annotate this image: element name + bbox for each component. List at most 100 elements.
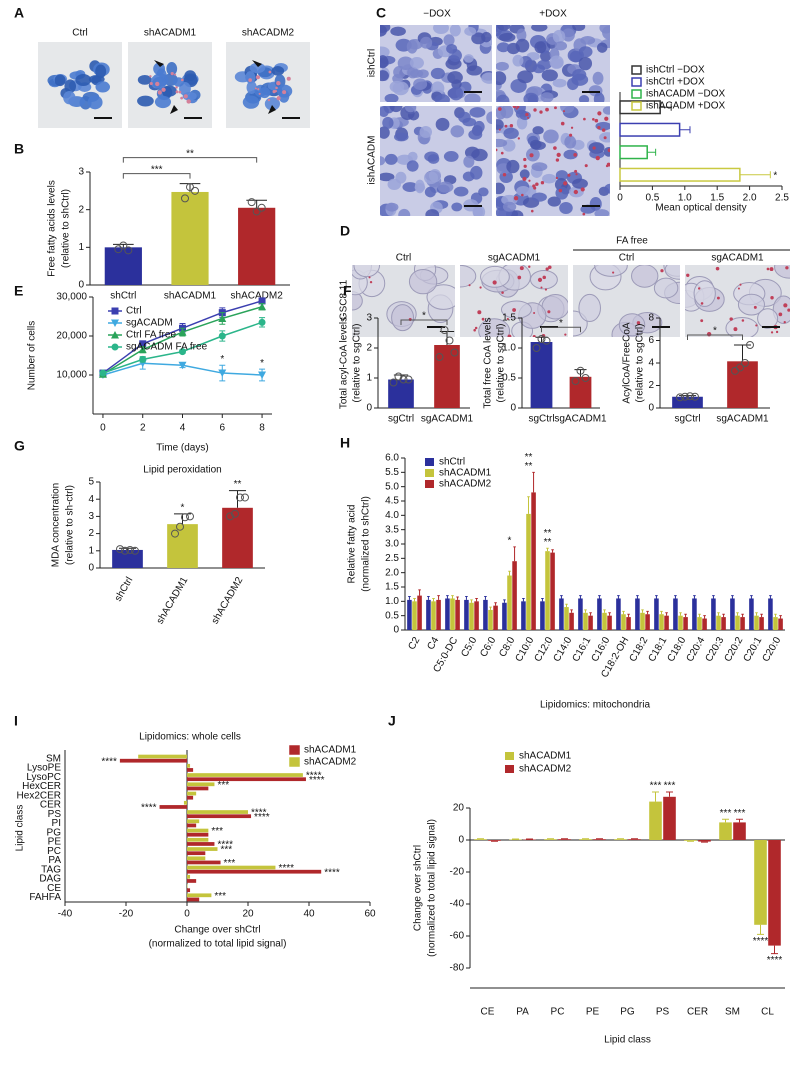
bar (628, 839, 641, 840)
error-bar (532, 471, 535, 493)
cell (385, 202, 399, 212)
cell (550, 58, 564, 69)
cell (242, 95, 260, 109)
legend-label: ishACADM +DOX (646, 101, 726, 112)
stain-dot (706, 332, 712, 337)
y-tick-label: 3 (366, 313, 372, 324)
marker (258, 371, 267, 379)
cell (481, 31, 492, 43)
micrograph (496, 106, 610, 216)
y-tick-label: CER (40, 800, 61, 811)
stain-dot (787, 308, 790, 312)
cell (469, 107, 486, 118)
cell (380, 55, 389, 69)
cell (152, 76, 167, 89)
stain-dot (502, 173, 507, 177)
y-axis-label: Total free CoA levels (483, 317, 494, 408)
cell (448, 86, 464, 101)
data-point (176, 522, 184, 531)
marker (218, 332, 226, 340)
y-tick-label: 0 (458, 835, 464, 846)
bar (507, 575, 512, 630)
error-bar (655, 595, 658, 599)
stain-dot (604, 116, 609, 121)
bar (526, 513, 531, 630)
cell (578, 94, 590, 102)
y-tick-label: 5.0 (385, 481, 399, 492)
cell (578, 56, 593, 71)
cell (443, 34, 455, 47)
cell (430, 67, 445, 80)
cell (380, 70, 389, 82)
y-tick-label: PI (52, 818, 61, 829)
bar (187, 795, 194, 800)
stain-dot (276, 80, 281, 86)
bar (187, 897, 200, 902)
stain-dot (554, 106, 557, 110)
stain-dot (532, 335, 536, 337)
cell (572, 178, 588, 189)
stain-dot (492, 280, 497, 285)
bar (683, 617, 688, 630)
error-bar (736, 612, 739, 616)
cell (510, 210, 524, 216)
legend-swatch (631, 89, 642, 99)
stain-dot (528, 179, 531, 182)
legend-label: sgACADM (126, 318, 173, 329)
bar (754, 615, 759, 630)
bar (512, 561, 517, 630)
bar (187, 768, 194, 772)
stain-dot (183, 94, 188, 99)
y-axis-label: Number of cells (27, 321, 38, 390)
cell (531, 162, 548, 172)
error-bar (408, 595, 411, 600)
error-bar (679, 126, 691, 134)
cell (497, 25, 511, 31)
y-tick-label: 3 (78, 167, 84, 178)
stain-dot (569, 133, 573, 137)
bar (778, 618, 783, 630)
x-axis-label: Lipidomics: mitochondria (540, 700, 650, 711)
stain-dot (729, 317, 733, 321)
y-tick-label: TAG (41, 864, 61, 875)
error-bar (475, 597, 478, 602)
error-bar (551, 549, 554, 553)
error-bar (503, 599, 506, 603)
data-point (736, 363, 744, 372)
marker (258, 297, 266, 305)
error-bar (741, 613, 744, 618)
error-bar (113, 243, 134, 248)
stain-dot (275, 86, 278, 90)
bar (238, 207, 276, 285)
panel-label: D (340, 223, 350, 239)
data-point (537, 335, 546, 343)
cell (552, 29, 566, 44)
y-axis-label: Lipid class (15, 805, 26, 852)
error-bar (432, 597, 435, 602)
y-tick-label: 0 (88, 563, 94, 574)
cell (547, 196, 561, 207)
bar (488, 609, 493, 630)
bar (412, 601, 417, 630)
x-tick-label: 1.0 (678, 193, 692, 204)
stain-dot (755, 324, 758, 327)
significance-label: **** (217, 840, 233, 851)
significance-label: **** (767, 955, 783, 966)
cell (599, 132, 610, 143)
image-title: Ctrl (72, 28, 88, 39)
cell (501, 194, 518, 206)
column-title: +DOX (539, 9, 567, 20)
error-bar (465, 595, 468, 600)
y-axis-label: Total acyl-CoA levels (339, 317, 350, 409)
cell (653, 277, 679, 299)
stain-dot (506, 317, 509, 320)
marker (111, 319, 119, 327)
data-point (131, 546, 139, 555)
error-bar (522, 597, 525, 602)
cell (392, 74, 404, 84)
cell (578, 293, 601, 322)
bar (187, 869, 322, 874)
stain-dot (507, 334, 512, 337)
cell (618, 313, 646, 337)
error-bar (608, 612, 611, 616)
